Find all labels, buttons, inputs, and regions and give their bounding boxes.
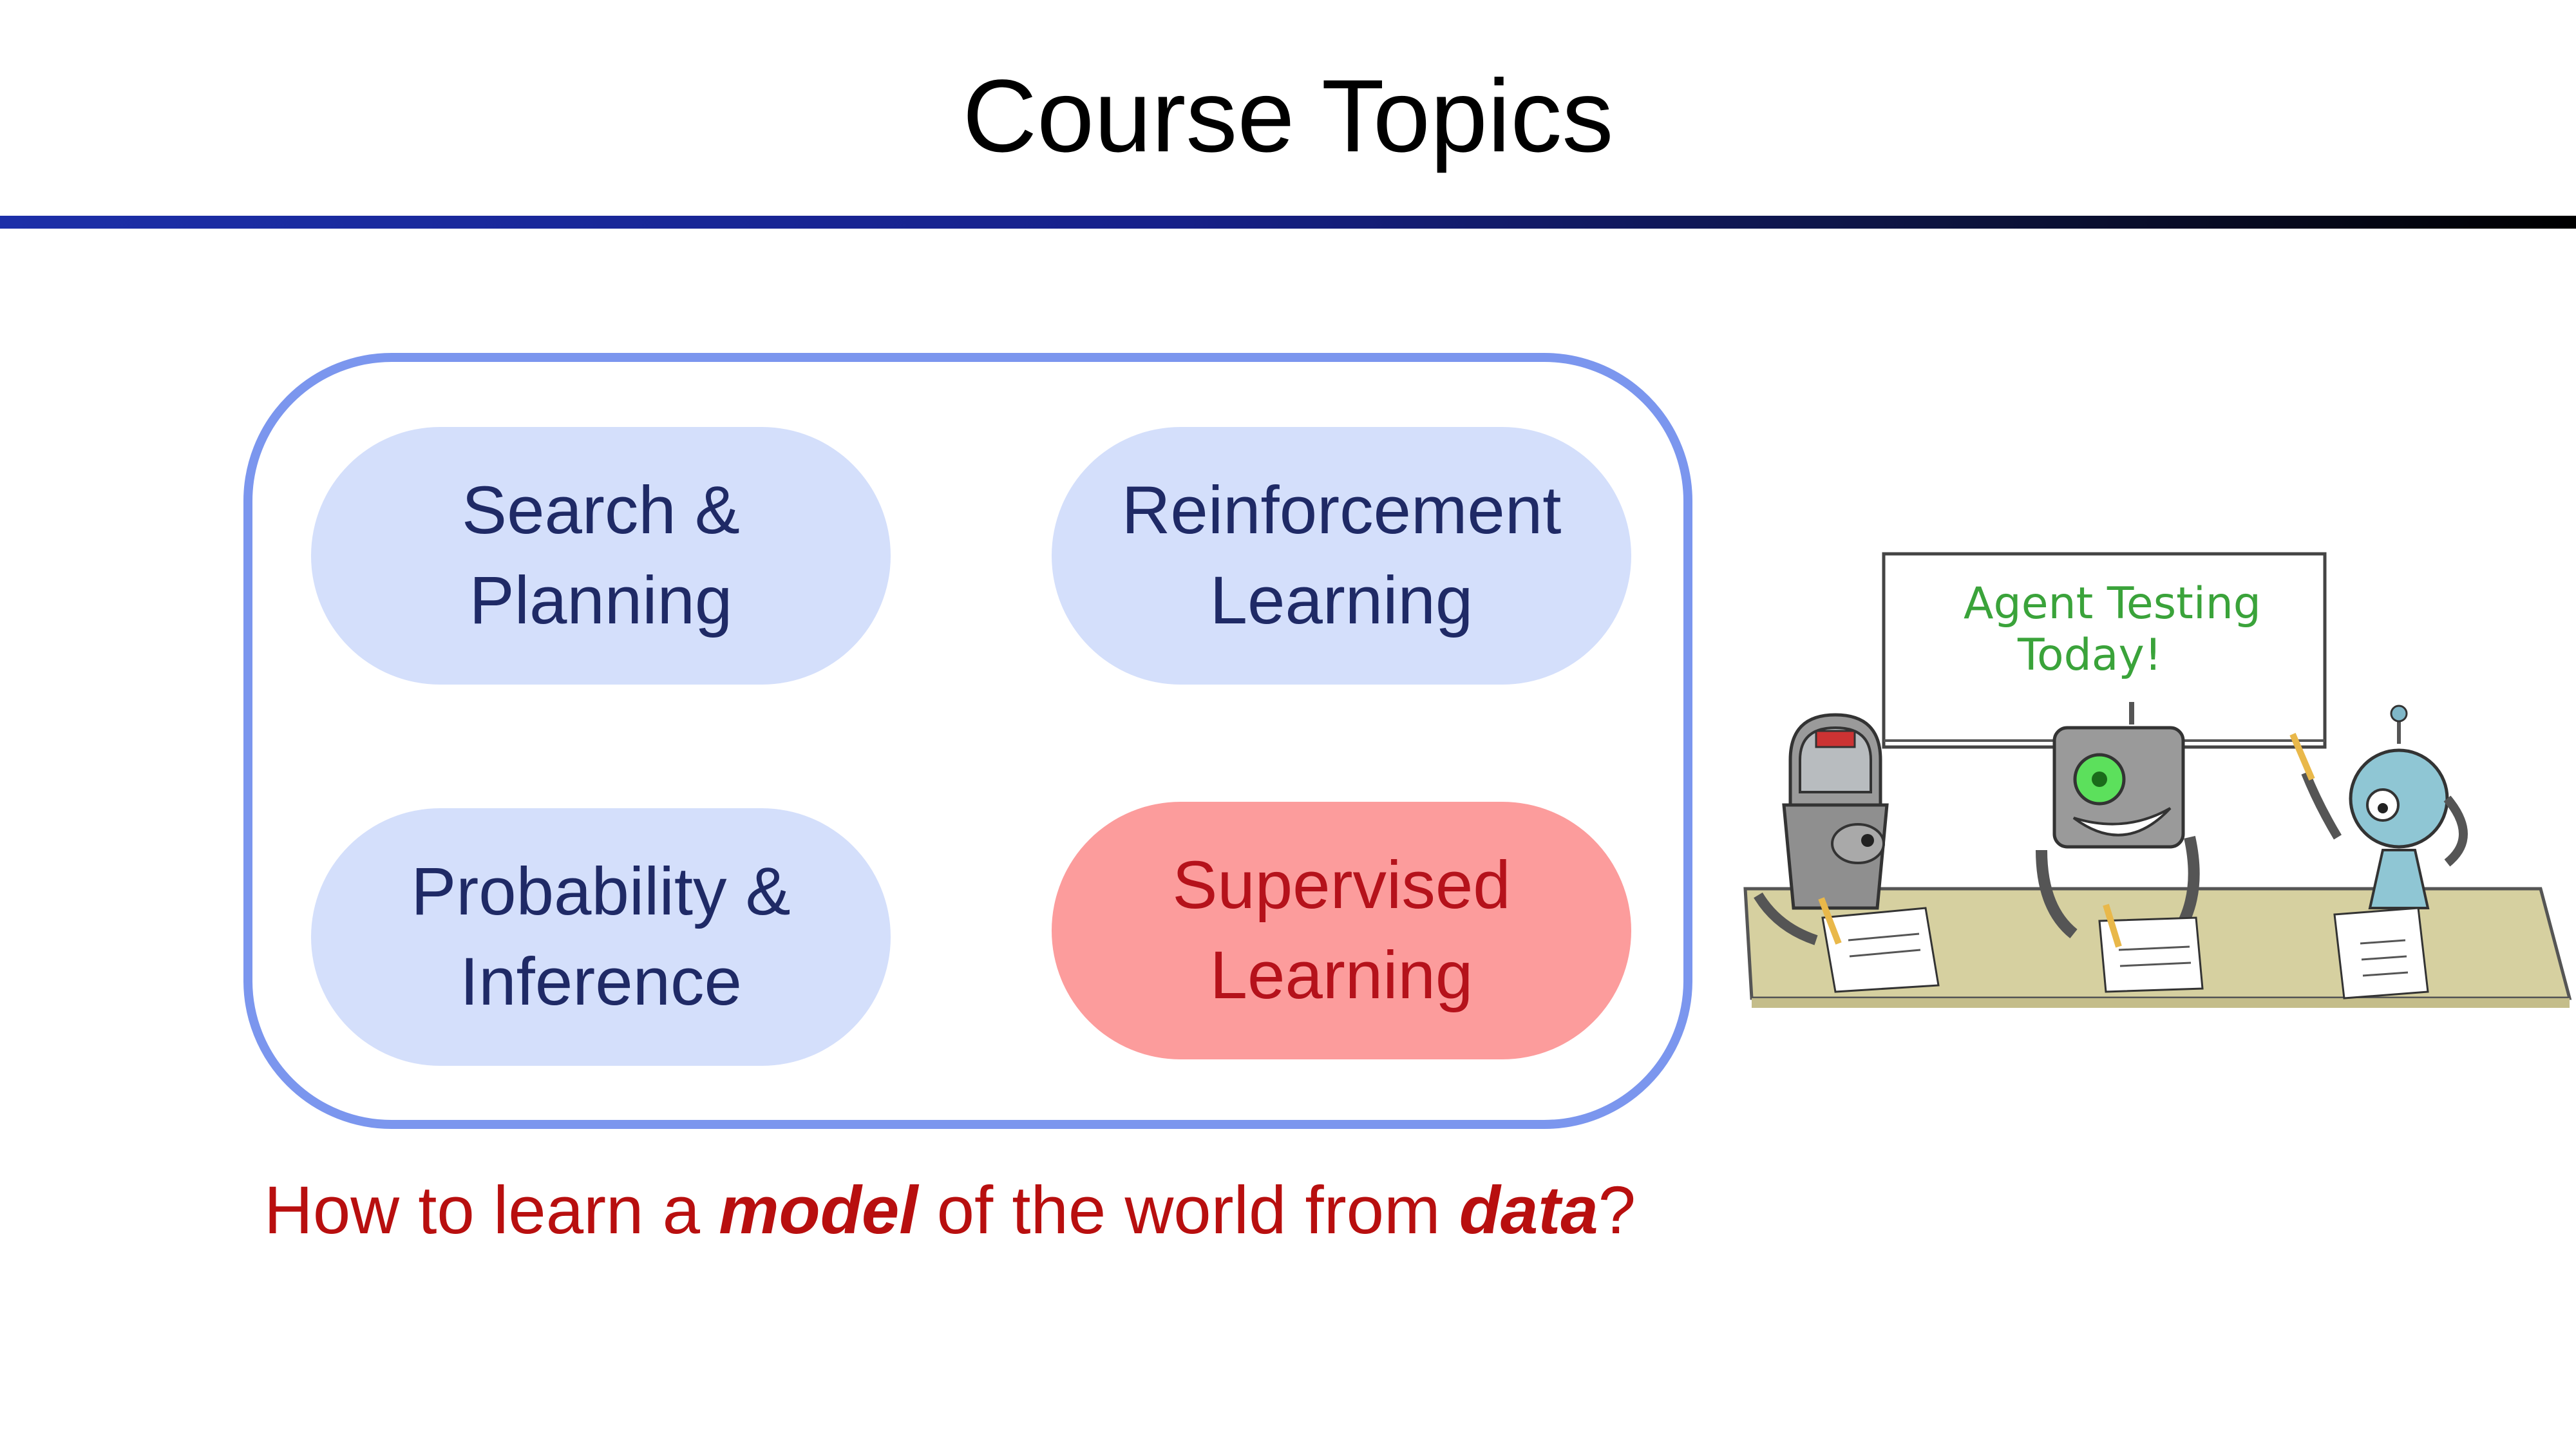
question-emphasis-data: data [1459, 1173, 1598, 1248]
topic-probability-inference: Probability & Inference [311, 808, 891, 1066]
whiteboard [1882, 552, 2327, 749]
topic-line: Search & [462, 473, 740, 548]
robot-left [1754, 713, 1940, 993]
title-divider [0, 216, 2576, 229]
topic-line: Supervised [1172, 848, 1511, 923]
slide-title: Course Topics [962, 58, 1614, 173]
agent-testing-illustration: Agent Testing Today! [1743, 552, 2572, 1008]
robot-middle [2036, 702, 2204, 993]
topic-line: Learning [1209, 938, 1473, 1013]
question-text: How to learn a [264, 1173, 719, 1248]
whiteboard-text: Today! [2017, 630, 2162, 681]
topic-line: Planning [469, 563, 733, 638]
topic-supervised-learning: Supervised Learning [1052, 802, 1631, 1059]
topic-search-planning: Search & Planning [311, 427, 891, 685]
topic-line: Inference [460, 944, 742, 1019]
whiteboard-text: Agent Testing [1964, 578, 2261, 629]
guiding-question: How to learn a model of the world from d… [264, 1166, 1636, 1256]
topic-reinforcement-learning: Reinforcement Learning [1052, 427, 1631, 685]
robot-right [2289, 705, 2468, 999]
question-emphasis-model: model [719, 1173, 918, 1248]
topic-line: Learning [1209, 563, 1473, 638]
topic-line: Probability & [411, 854, 791, 929]
topics-frame [243, 353, 1692, 1129]
topic-line: Reinforcement [1121, 473, 1562, 548]
question-text: of the world from [918, 1173, 1459, 1248]
question-text: ? [1598, 1173, 1636, 1248]
